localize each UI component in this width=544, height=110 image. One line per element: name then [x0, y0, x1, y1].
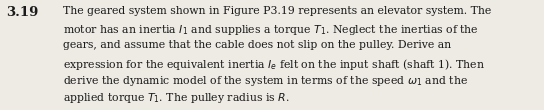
Text: applied torque $T_1$. The pulley radius is $R$.: applied torque $T_1$. The pulley radius …	[63, 91, 289, 105]
Text: motor has an inertia $I_1$ and supplies a torque $T_1$. Neglect the inertias of : motor has an inertia $I_1$ and supplies …	[63, 23, 478, 37]
Text: The geared system shown in Figure P3.19 represents an elevator system. The: The geared system shown in Figure P3.19 …	[63, 6, 491, 16]
Text: expression for the equivalent inertia $I_e$ felt on the input shaft (shaft 1). T: expression for the equivalent inertia $I…	[63, 57, 485, 72]
Text: 3.19: 3.19	[7, 6, 39, 18]
Text: gears, and assume that the cable does not slip on the pulley. Derive an: gears, and assume that the cable does no…	[63, 40, 450, 50]
Text: derive the dynamic model of the system in terms of the speed $\omega_1$ and the: derive the dynamic model of the system i…	[63, 74, 467, 88]
